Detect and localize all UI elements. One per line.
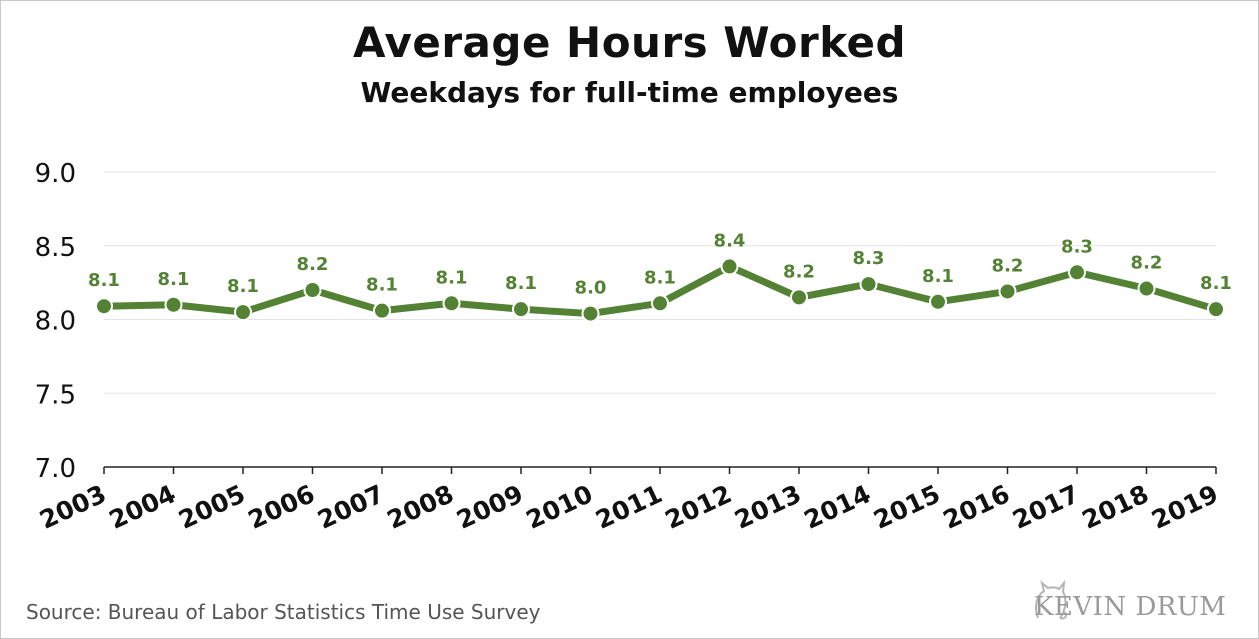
x-tick-label: 2013 — [730, 479, 805, 535]
data-label: 8.0 — [575, 278, 607, 299]
x-tick-label: 2016 — [939, 479, 1014, 535]
source-note: Source: Bureau of Labor Statistics Time … — [26, 600, 541, 624]
y-tick-label: 8.5 — [35, 233, 76, 263]
y-tick-label: 9.0 — [35, 159, 76, 189]
y-tick-label: 7.5 — [35, 380, 76, 410]
data-label: 8.1 — [505, 273, 537, 294]
x-tick-label: 2003 — [35, 479, 110, 535]
data-label: 8.1 — [922, 266, 954, 287]
x-tick-label: 2004 — [105, 479, 180, 535]
data-point — [859, 275, 878, 294]
chart-title: Average Hours Worked — [352, 18, 907, 67]
data-label: 8.1 — [227, 276, 259, 297]
x-tick-label: 2007 — [313, 479, 388, 535]
data-point — [929, 292, 947, 311]
grid-layer — [104, 171, 1216, 394]
data-point — [651, 294, 669, 313]
data-label: 8.2 — [1131, 253, 1163, 274]
data-label: 8.1 — [366, 275, 398, 296]
data-point — [442, 294, 461, 313]
point-layer — [95, 257, 1225, 323]
data-point — [1207, 300, 1225, 319]
data-point — [998, 282, 1017, 301]
label-layer: 8.1 8.1 8.1 8.2 8.1 8.1 8.1 8.0 8.1 8.4 8.2 8.3 8.1 8… — [88, 230, 1232, 298]
data-label: 8.2 — [783, 261, 815, 282]
data-label: 8.1 — [1200, 273, 1232, 294]
data-point — [234, 303, 252, 322]
x-tick-label: 2014 — [800, 479, 875, 535]
data-label: 8.2 — [297, 254, 329, 275]
chart-subtitle: Weekdays for full-time employees — [360, 76, 899, 109]
x-tick-label: 2015 — [869, 479, 944, 535]
x-tick-label: 2006 — [244, 479, 319, 535]
x-tick-label: 2011 — [591, 479, 666, 535]
data-point — [720, 257, 739, 276]
data-point — [1137, 279, 1156, 298]
data-label: 8.1 — [436, 267, 468, 288]
cat-logo-icon — [1035, 579, 1068, 620]
y-tick-label: 8.0 — [35, 307, 76, 337]
axis-layer: 7.07.58.08.59.02003200420052006200720082… — [35, 159, 1223, 535]
data-label: 8.1 — [88, 270, 120, 291]
x-tick-label: 2008 — [383, 479, 458, 535]
data-label: 8.1 — [158, 269, 190, 290]
data-point — [1068, 263, 1086, 282]
data-point — [164, 295, 183, 314]
data-label: 8.3 — [853, 248, 885, 269]
data-label: 8.2 — [992, 255, 1024, 276]
data-label: 8.4 — [714, 230, 746, 251]
data-point — [581, 304, 600, 323]
data-point — [95, 297, 113, 316]
x-tick-label: 2018 — [1078, 479, 1153, 535]
x-tick-label: 2017 — [1008, 479, 1083, 535]
x-tick-label: 2005 — [174, 479, 249, 535]
x-tick-label: 2009 — [452, 479, 527, 535]
brand-wordmark: KEVIN DRUM — [1034, 592, 1227, 622]
data-label: 8.3 — [1061, 236, 1093, 257]
x-tick-label: 2012 — [661, 479, 736, 535]
data-label: 8.1 — [644, 267, 676, 288]
x-tick-label: 2010 — [522, 479, 597, 535]
data-point — [303, 281, 322, 299]
x-tick-label: 2019 — [1147, 479, 1222, 535]
y-tick-label: 7.0 — [35, 454, 76, 484]
data-point — [373, 301, 391, 320]
data-point — [512, 300, 530, 319]
data-point — [790, 288, 808, 307]
